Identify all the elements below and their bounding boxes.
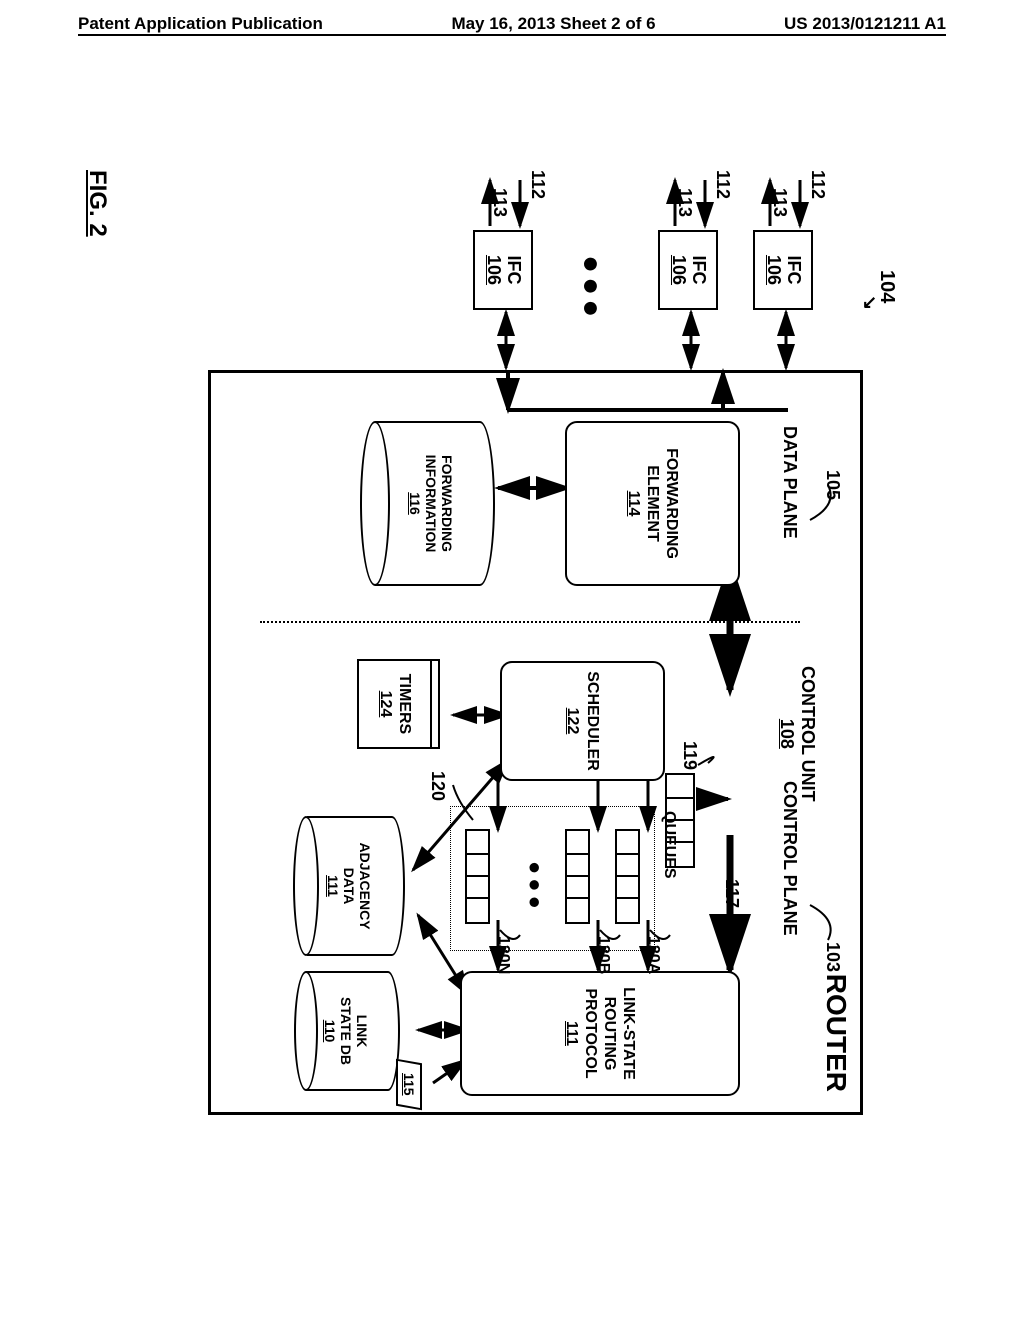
fwd-info-l2: INFORMATION [423, 421, 439, 586]
adj-num: 111 [325, 816, 341, 956]
forwarding-element-box: FORWARDING ELEMENT 114 [565, 421, 740, 586]
ref-117-a: 117 [719, 633, 740, 662]
lsp-l1: LINK-STATE [619, 987, 638, 1080]
fwd-elem-l1: FORWARDING [662, 448, 681, 559]
figure-label-text: FIG. 2 [84, 170, 111, 237]
timers-l1: TIMERS [395, 661, 413, 747]
ref-120n: 120N [494, 936, 512, 974]
ref-105: 105 [822, 470, 843, 500]
timers-stack: TIMERS 124 [355, 659, 440, 759]
ref-119: 119 [679, 741, 700, 770]
link-state-protocol-box: LINK-STATE ROUTING PROTOCOL 111 [460, 971, 740, 1096]
ctrl-unit-num: 108 [777, 666, 798, 802]
queues-label: QUEUES [660, 811, 678, 879]
ref-103: 103 [822, 942, 843, 972]
forwarding-info-cyl: FORWARDING INFORMATION 116 [365, 421, 495, 586]
ctrl-unit-l: CONTROL UNIT [797, 666, 818, 802]
ref-120: 120 [427, 771, 448, 801]
scheduler-box: SCHEDULER 122 [500, 661, 665, 781]
queue-n [465, 829, 490, 924]
page: Patent Application Publication May 16, 2… [0, 0, 1024, 1320]
adj-l2: DATA [341, 816, 357, 956]
queue-b [565, 829, 590, 924]
ref-120b: 120B [594, 936, 612, 974]
timers-num: 124 [376, 661, 394, 747]
adj-l1: ADJACENCY [357, 816, 373, 956]
sched-l1: SCHEDULER [583, 671, 602, 771]
ref-112-1: 112 [807, 170, 828, 199]
header-row: Patent Application Publication May 16, 2… [0, 14, 1024, 34]
queue-a [615, 829, 640, 924]
router-title: ROUTER [820, 974, 852, 1092]
header-right: US 2013/0121211 A1 [784, 14, 946, 34]
fwd-elem-num: 114 [624, 491, 643, 517]
header-center: May 16, 2013 Sheet 2 of 6 [451, 14, 655, 34]
ref-113-3: 113 [489, 188, 510, 217]
ref-113-1: 113 [769, 188, 790, 217]
linkstate-db-cyl: LINK STATE DB 110 [295, 971, 400, 1091]
fwd-info-num: 116 [407, 421, 423, 586]
header-left: Patent Application Publication [78, 14, 323, 34]
queue-dots: ●●● [522, 861, 548, 913]
adjacency-cyl: ADJACENCY DATA 111 [295, 816, 405, 956]
ref-112-3: 112 [527, 170, 548, 199]
figure-label: FIG. 2 [83, 170, 111, 237]
fwd-elem-l2: ELEMENT [643, 465, 662, 541]
lsdb-l2: STATE DB [338, 971, 354, 1091]
control-plane-label: CONTROL PLANE [779, 781, 800, 936]
ref-113-2: 113 [674, 188, 695, 217]
box-115: 115 [396, 1059, 422, 1110]
control-unit-label: CONTROL UNIT 108 [777, 666, 818, 802]
ref-112-2: 112 [712, 170, 733, 199]
lsp-num: 111 [562, 1021, 581, 1046]
diagram: 104 IFC 106 IFC 106 ●●● IFC 106 [118, 170, 898, 1130]
lsdb-l1: LINK [354, 971, 370, 1091]
lsdb-num: 110 [322, 971, 338, 1091]
ref-120a: 120A [644, 936, 662, 974]
num-115: 115 [401, 1073, 417, 1096]
header-rule [78, 34, 946, 36]
diagram-wrap: 104 IFC 106 IFC 106 ●●● IFC 106 [118, 170, 898, 1130]
lsp-l2: ROUTING [600, 997, 619, 1071]
lsp-l3: PROTOCOL [581, 988, 600, 1078]
data-plane-label: DATA PLANE [779, 426, 800, 539]
fwd-info-l1: FORWARDING [439, 421, 455, 586]
ref-117-b: 117 [721, 879, 742, 908]
router-inner: DATA PLANE CONTROL PLANE CONTROL UNIT 10… [220, 391, 800, 1101]
sched-num: 122 [563, 708, 582, 735]
plane-divider [260, 621, 800, 623]
router-box: ROUTER DATA PLANE CONTROL PLANE CONTROL … [208, 370, 863, 1115]
